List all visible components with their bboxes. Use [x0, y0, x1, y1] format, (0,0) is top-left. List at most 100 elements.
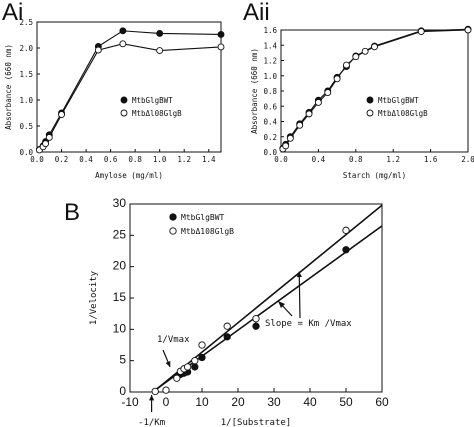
data-point-b-0: [198, 353, 206, 362]
y-tick-label-b: 25: [113, 227, 127, 241]
data-point-ai-0: [217, 31, 225, 38]
data-point-ai-0: [156, 29, 164, 37]
x-tick-label-ai: 0.4: [79, 155, 93, 164]
y-tick-label-aii: 0.0: [263, 148, 277, 157]
data-point-aii-1: [371, 43, 378, 51]
x-tick-label-ai: 1.4: [202, 155, 216, 164]
x-tick-label-ai: 0.6: [104, 155, 118, 164]
slope-arrow-head: [296, 271, 302, 278]
data-point-aii-1: [324, 89, 332, 96]
data-point-b-0: [191, 363, 199, 371]
x-tick-label-aii: 0.0: [274, 155, 288, 164]
data-point-b-1: [173, 374, 181, 382]
data-point-aii-1: [286, 134, 294, 142]
data-point-aii-1: [282, 142, 290, 150]
x-tick-label-b: 60: [375, 395, 389, 409]
data-point-aii-1: [352, 53, 360, 61]
data-point-ai-1: [45, 133, 53, 141]
data-point-b-0: [252, 322, 260, 330]
data-point-aii-1: [417, 28, 425, 35]
legend-label-b-0: MtbGlgBWT: [181, 213, 225, 222]
y-tick-label-b: 20: [113, 259, 127, 273]
legend-label-b-1: MtbΔ108GlgB: [181, 227, 234, 236]
y-tick-label-b: 0: [119, 384, 126, 398]
panel-b-chart: -10 0 10 20 30 40 50 600510152025301/[Substrate…: [89, 196, 389, 427]
panel-letter-b: B: [64, 199, 80, 226]
x-tick-label-aii: 2.0: [461, 155, 474, 164]
y-tick-label-aii: 1.6: [263, 26, 277, 35]
data-point-ai-0: [119, 27, 127, 35]
km-arrow-head: [148, 395, 155, 401]
legend-marker-b-0: [169, 213, 177, 221]
data-point-aii-1: [314, 98, 322, 106]
y-tick-label-ai: 2.5: [19, 18, 33, 27]
y-tick-label-aii: 1.2: [263, 57, 277, 66]
vmax-arrow-head: [165, 360, 171, 367]
panel-letter-ai: Ai: [2, 0, 23, 26]
x-tick-label-b: 10: [195, 395, 209, 409]
y-tick-label-ai: 0.0: [19, 148, 33, 157]
legend-label-ai-0: MtbGlgBWT: [132, 96, 173, 105]
y-tick-label-aii: 0.4: [263, 118, 277, 127]
x-axis-label-b: 1/[Substrate]: [221, 418, 291, 427]
x-tick-label-b: 30: [267, 395, 281, 409]
y-tick-label-aii: 0.8: [263, 87, 277, 96]
km-annotation-label: -1/Km: [138, 418, 165, 427]
slope-arrow-tail-head: [278, 301, 285, 308]
y-tick-label-b: 5: [119, 353, 126, 367]
panel-aii-chart: 0.0 0.4 0.8 1.2 1.6 2.0 0.0 0.2 0.4 0.6 0.8 1.0 1.2 1…: [250, 25, 474, 180]
x-axis-label-aii: Starch (mg/ml): [343, 171, 406, 180]
data-point-aii-1: [343, 61, 350, 69]
data-point-ai-1: [58, 111, 65, 119]
y-tick-label-ai: 0.5: [19, 122, 33, 131]
data-point-ai-1: [217, 43, 225, 51]
legend-marker-aii-1: [366, 109, 374, 117]
data-point-b-1: [191, 357, 199, 365]
x-tick-label-ai: 1.2: [177, 155, 191, 164]
x-tick-label-ai: 0.2: [55, 155, 69, 164]
x-tick-label-b: 0: [163, 395, 170, 409]
data-point-b-1: [183, 363, 192, 371]
legend-marker-ai-1: [120, 109, 128, 117]
x-tick-label-aii: 1.2: [386, 155, 400, 164]
data-point-aii-1: [361, 47, 369, 55]
data-point-aii-1: [296, 121, 304, 129]
series-line-ai-1: [39, 43, 222, 151]
y-tick-label-ai: 2.0: [19, 44, 33, 53]
y-tick-label-ai: 1.0: [19, 96, 33, 105]
x-tick-label-b: 40: [303, 395, 317, 409]
x-tick-label-ai: 0.0: [30, 155, 44, 164]
x-tick-label-ai: 1.0: [153, 155, 167, 164]
y-tick-label-aii: 1.0: [263, 72, 277, 81]
y-tick-label-ai: 1.5: [19, 70, 33, 79]
slope-annotation-label: Slope = Km /Vmax: [265, 319, 352, 329]
x-tick-label-aii: 0.4: [312, 155, 326, 164]
data-point-b-0: [223, 333, 231, 341]
data-point-ai-1: [156, 47, 164, 55]
x-tick-label-aii: 1.6: [424, 155, 438, 164]
data-point-ai-1: [119, 40, 127, 48]
y-tick-label-aii: 1.4: [263, 41, 277, 50]
legend-label-aii-0: MtbGlgBWT: [378, 96, 419, 105]
data-point-aii-1: [464, 26, 472, 34]
x-tick-label-aii: 0.8: [349, 155, 363, 164]
data-point-b-1: [252, 315, 260, 323]
x-tick-label-b: 20: [231, 395, 245, 409]
legend-label-aii-1: MtbΔl08GlgB: [378, 109, 428, 118]
x-tick-label-ai: 0.8: [128, 155, 142, 164]
data-point-b-1: [162, 386, 170, 394]
y-tick-label-b: 30: [113, 196, 127, 210]
x-tick-label-b: 50: [339, 395, 353, 409]
y-tick-label-b: 15: [113, 290, 127, 304]
legend-marker-ai-0: [120, 96, 128, 104]
data-point-ai-1: [42, 140, 50, 148]
panel-letter-aii: Aii: [243, 0, 270, 26]
y-tick-label-aii: 0.6: [263, 102, 277, 111]
legend-marker-b-1: [169, 227, 177, 235]
data-point-aii-1: [305, 110, 313, 118]
data-point-aii-1: [333, 75, 341, 83]
data-point-b-1: [151, 387, 159, 396]
y-tick-label-b: 10: [113, 321, 127, 335]
panel-ai-chart: 0.0 0.2 0.4 0.6 0.8 1.0 1.2 1.4 0.0 0.5 1.0 1.5 2.0 2…: [4, 18, 225, 180]
